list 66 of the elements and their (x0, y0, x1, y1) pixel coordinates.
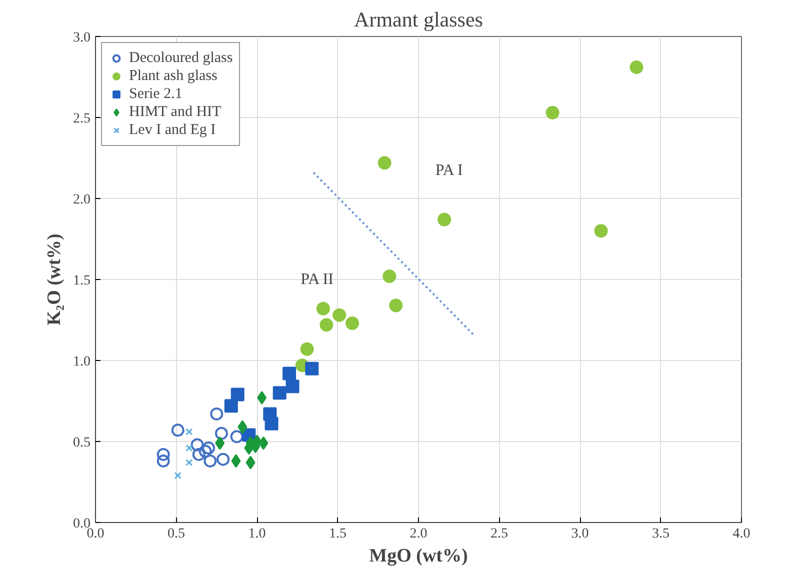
point (272, 386, 286, 400)
legend-label: Decoloured glass (129, 49, 233, 67)
annotation: PA I (435, 162, 463, 179)
point (224, 399, 238, 413)
y-tick-label: 2.0 (73, 192, 90, 208)
point (202, 441, 216, 454)
x-tick-label: 3.5 (652, 526, 670, 542)
x-tick-label: 1.0 (248, 526, 266, 542)
point (231, 454, 241, 468)
x-tick-label: 2.0 (410, 526, 428, 542)
chart-title: Armant glasses (354, 8, 483, 32)
point (156, 454, 170, 468)
legend-label: Lev I and Eg I (129, 121, 216, 139)
y-tick-label: 0.5 (73, 436, 90, 450)
point (216, 452, 230, 466)
point (246, 456, 256, 470)
point (156, 448, 170, 461)
x-tick-label: 3.0 (571, 526, 589, 542)
point (257, 391, 267, 405)
point (190, 438, 204, 452)
y-axis-title: K₂O (wt%) (44, 234, 65, 326)
point (346, 316, 360, 330)
point (198, 444, 212, 458)
point (210, 407, 224, 420)
point (300, 342, 314, 356)
annotation: PA II (300, 271, 334, 288)
point (286, 380, 300, 394)
legend-label: HIMT and HIT (129, 103, 222, 121)
point (438, 212, 452, 226)
point (214, 426, 228, 440)
point (594, 224, 608, 238)
point (264, 416, 278, 430)
legend-label: Plant ash glass (129, 67, 218, 85)
point (174, 472, 182, 480)
point (230, 388, 244, 402)
legend-label: Serie 2.1 (129, 85, 182, 103)
point (204, 454, 217, 468)
x-tick-label: 2.5 (490, 526, 508, 542)
point (258, 436, 268, 450)
point (186, 458, 193, 466)
x-tick-label: 4.0 (732, 526, 750, 542)
point (546, 106, 560, 120)
point (332, 308, 346, 322)
point (215, 436, 225, 450)
point (186, 444, 193, 452)
point (238, 420, 248, 434)
point (192, 448, 206, 461)
point (389, 298, 403, 312)
point (282, 366, 296, 380)
y-tick-label: 1.5 (73, 274, 90, 288)
y-tick-label: 1.0 (73, 354, 90, 370)
point (230, 430, 244, 444)
point (171, 424, 184, 437)
x-tick-label: 0.5 (168, 526, 185, 542)
x-axis-title: MgO (wt%) (369, 546, 468, 566)
point (378, 156, 392, 170)
point (630, 60, 644, 74)
y-tick-label: 2.5 (73, 112, 90, 126)
y-tick-label: 3.0 (73, 30, 90, 46)
point (316, 302, 330, 316)
x-tick-label: 0.0 (86, 526, 104, 542)
point (186, 428, 193, 436)
point (320, 318, 334, 332)
point (382, 270, 396, 283)
point (305, 362, 319, 376)
x-tick-label: 1.5 (329, 526, 346, 542)
